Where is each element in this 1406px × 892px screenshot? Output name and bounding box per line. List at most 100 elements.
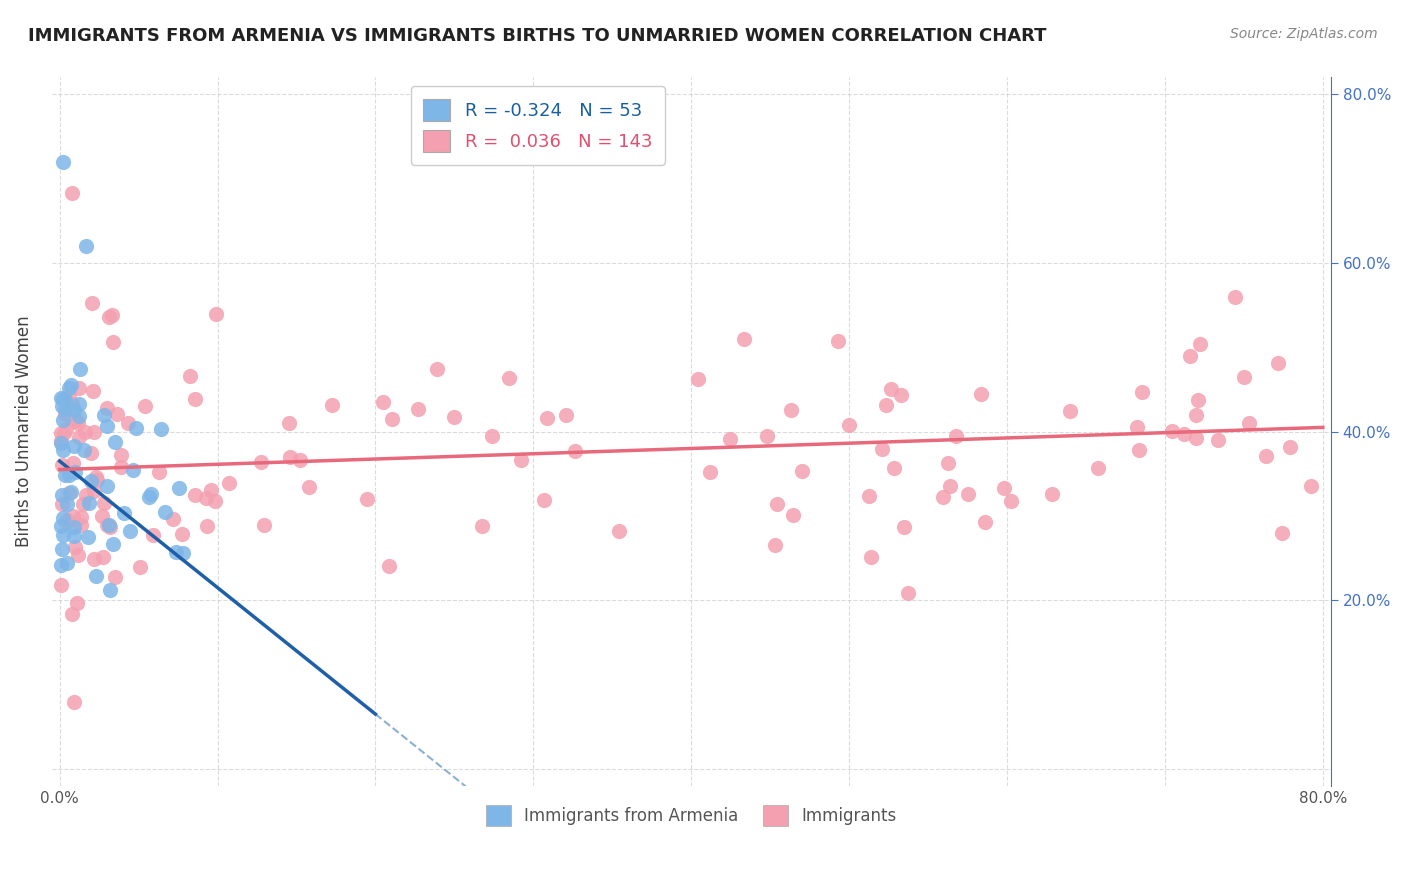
- Point: [838, 417, 860, 432]
- Point: [938, 479, 960, 493]
- Point: [875, 398, 897, 412]
- Point: [55, 421, 77, 435]
- Point: [1189, 337, 1212, 351]
- Point: [870, 442, 893, 456]
- Point: [63, 519, 86, 533]
- Point: [378, 558, 401, 573]
- Point: [52, 442, 75, 457]
- Point: [62, 414, 84, 428]
- Point: [134, 399, 156, 413]
- Point: [56, 557, 79, 571]
- Point: [103, 334, 125, 349]
- Point: [1128, 442, 1150, 457]
- Point: [718, 432, 741, 446]
- Point: [195, 519, 218, 533]
- Point: [98, 582, 121, 597]
- Point: [93, 408, 115, 422]
- Point: [67, 397, 90, 411]
- Point: [53, 426, 76, 441]
- Point: [53, 402, 76, 417]
- Point: [80, 475, 103, 489]
- Point: [52, 528, 75, 542]
- Point: [51, 519, 73, 533]
- Point: [897, 586, 920, 600]
- Point: [298, 480, 321, 494]
- Point: [756, 429, 779, 443]
- Point: [288, 452, 311, 467]
- Point: [60, 484, 83, 499]
- Point: [117, 416, 139, 430]
- Point: [356, 491, 378, 506]
- Point: [184, 392, 207, 406]
- Point: [73, 442, 96, 457]
- Point: [1185, 408, 1208, 422]
- Point: [58, 388, 80, 402]
- Point: [763, 538, 786, 552]
- Point: [686, 371, 709, 385]
- Point: [945, 428, 967, 442]
- Point: [165, 545, 187, 559]
- Point: [194, 491, 217, 506]
- Point: [51, 436, 73, 450]
- Point: [970, 386, 993, 401]
- Point: [766, 497, 789, 511]
- Point: [880, 382, 903, 396]
- Point: [84, 569, 107, 583]
- Point: [536, 410, 558, 425]
- Point: [63, 465, 86, 479]
- Point: [780, 403, 803, 417]
- Point: [162, 511, 184, 525]
- Point: [858, 490, 880, 504]
- Point: [1087, 460, 1109, 475]
- Point: [91, 508, 114, 523]
- Point: [938, 456, 960, 470]
- Point: [142, 528, 165, 542]
- Point: [138, 490, 160, 504]
- Point: [733, 332, 755, 346]
- Point: [62, 457, 84, 471]
- Point: [204, 494, 226, 508]
- Point: [859, 549, 882, 564]
- Point: [883, 461, 905, 475]
- Point: [83, 484, 105, 499]
- Point: [890, 388, 912, 402]
- Point: [91, 550, 114, 565]
- Point: [554, 408, 576, 422]
- Point: [52, 413, 75, 427]
- Point: [278, 450, 301, 464]
- Point: [112, 506, 135, 520]
- Point: [1130, 384, 1153, 399]
- Point: [77, 495, 100, 509]
- Point: [205, 307, 228, 321]
- Point: [96, 401, 118, 415]
- Point: [1059, 404, 1081, 418]
- Point: [51, 558, 73, 572]
- Point: [86, 473, 108, 487]
- Point: [125, 420, 148, 434]
- Point: [249, 455, 271, 469]
- Point: [957, 487, 980, 501]
- Point: [321, 398, 343, 412]
- Point: [110, 459, 132, 474]
- Point: [72, 497, 94, 511]
- Point: [253, 517, 276, 532]
- Point: [790, 464, 813, 478]
- Point: [153, 505, 176, 519]
- Point: [218, 476, 240, 491]
- Point: [83, 425, 105, 439]
- Point: [60, 396, 83, 410]
- Point: [51, 425, 73, 440]
- Point: [51, 434, 73, 448]
- Point: [120, 524, 142, 538]
- Point: [564, 444, 586, 458]
- Point: [51, 578, 73, 592]
- Point: [278, 416, 301, 430]
- Point: [1254, 449, 1277, 463]
- Point: [510, 453, 533, 467]
- Point: [67, 430, 90, 444]
- Point: [63, 529, 86, 543]
- Point: [56, 497, 79, 511]
- Point: [56, 515, 79, 529]
- Point: [58, 486, 80, 500]
- Point: [498, 370, 520, 384]
